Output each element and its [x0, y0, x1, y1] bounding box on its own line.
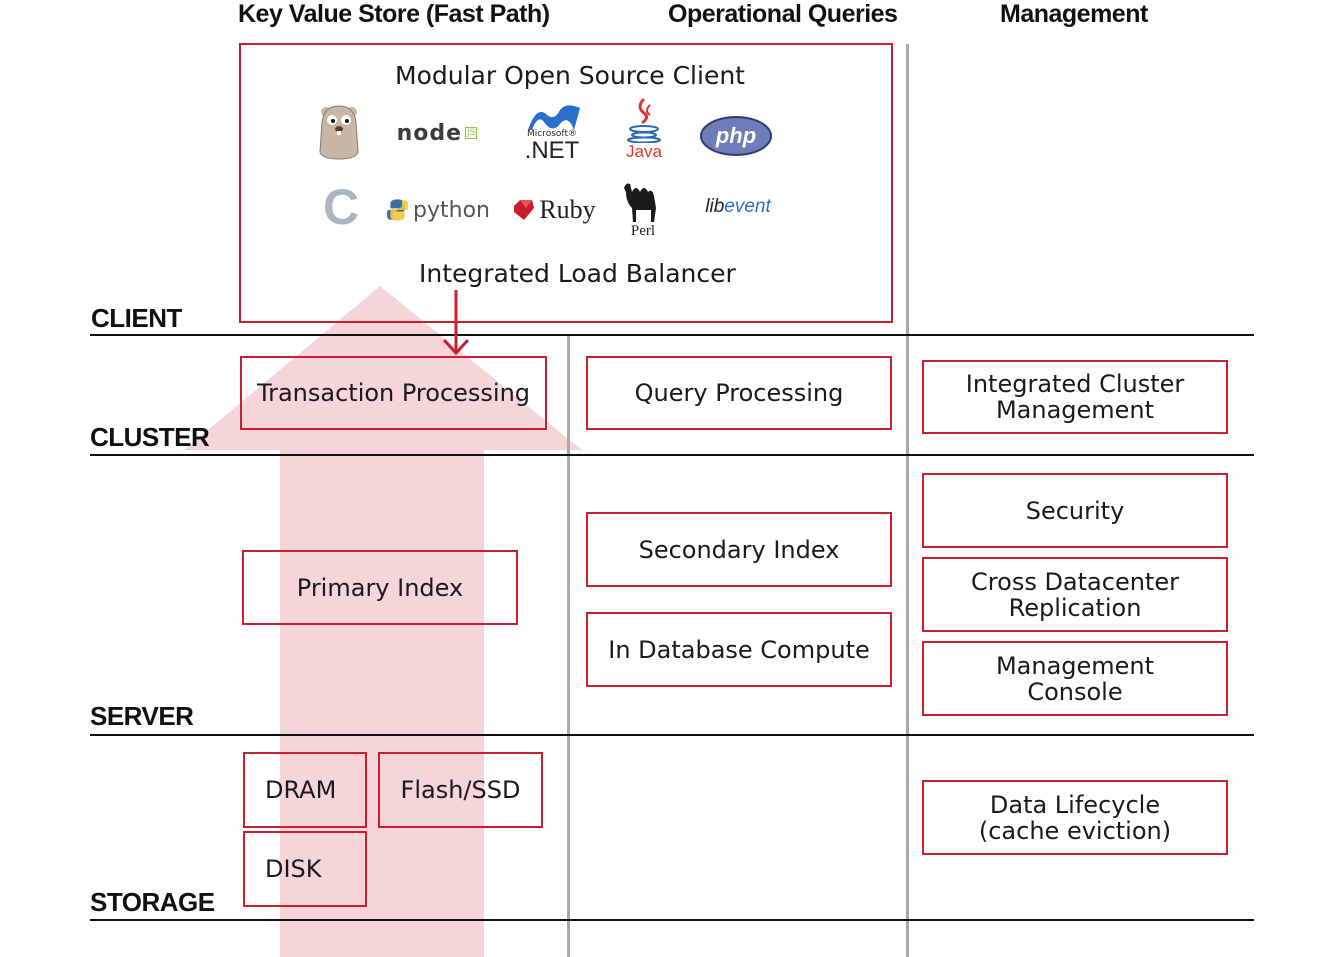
cross-datacenter-replication-box: Cross Datacenter Replication [922, 557, 1228, 632]
java-text: Java [626, 142, 662, 161]
tier-line-storage [90, 919, 1254, 921]
dotnet-text: .NET [524, 137, 580, 164]
client-title: Modular Open Source Client [395, 61, 745, 90]
integrated-cluster-management-box: Integrated Cluster Management [922, 360, 1228, 434]
in-database-compute-label: In Database Compute [608, 635, 870, 664]
ruby-text: Ruby [539, 195, 596, 224]
flash-ssd-box: Flash/SSD [378, 752, 543, 828]
nodejs-badge: JS [465, 127, 478, 139]
perl-text: Perl [630, 223, 656, 239]
nodejs-logo-text: node [396, 120, 463, 146]
flash-ssd-label: Flash/SSD [400, 776, 521, 804]
libevent-logo: lib event [696, 194, 780, 220]
integrated-cluster-management-label: Integrated Cluster Management [965, 370, 1185, 424]
query-processing-box: Query Processing [586, 356, 892, 430]
php-text: php [715, 123, 757, 148]
transaction-processing-box: Transaction Processing [240, 356, 547, 430]
dram-box: DRAM [243, 752, 367, 828]
primary-index-box: Primary Index [242, 550, 518, 625]
perl-camel-icon [624, 183, 656, 222]
query-processing-label: Query Processing [634, 379, 844, 407]
data-lifecycle-box: Data Lifecycle (cache eviction) [922, 780, 1228, 855]
secondary-index-label: Secondary Index [638, 535, 840, 564]
dotnet-microsoft-text: Microsoft® [527, 129, 577, 139]
security-box: Security [922, 473, 1228, 548]
dotnet-wave-icon [528, 105, 580, 130]
python-logo: python [386, 194, 490, 226]
management-console-label: Management Console [995, 651, 1155, 706]
transaction-processing-label: Transaction Processing [256, 379, 531, 407]
python-text: python [413, 197, 490, 223]
in-database-compute-box: In Database Compute [586, 612, 892, 687]
dotnet-logo: Microsoft® .NET [520, 104, 584, 166]
java-logo: Java [622, 97, 666, 165]
primary-index-label: Primary Index [296, 573, 464, 602]
tier-line-client [90, 334, 1254, 336]
go-gopher-icon [316, 102, 362, 160]
load-balancer-label: Integrated Load Balancer [419, 259, 736, 288]
java-cup-icon [627, 97, 661, 143]
nodejs-logo: node JS [392, 118, 482, 148]
column-header-mgmt: Management [1000, 0, 1148, 28]
tier-label-client: CLIENT [91, 303, 182, 333]
client-box [239, 43, 893, 323]
libevent-suffix: event [724, 196, 771, 217]
tier-label-storage: STORAGE [90, 887, 215, 917]
tier-line-server [90, 734, 1254, 736]
column-divider-ops [567, 336, 570, 957]
python-snake-icon [386, 199, 409, 221]
disk-label: DISK [265, 855, 322, 883]
tier-label-server: SERVER [90, 701, 194, 731]
fast-path-arrow-shape [184, 286, 582, 957]
column-header-kv: Key Value Store (Fast Path) [238, 0, 550, 28]
perl-logo: Perl [620, 178, 666, 240]
libevent-prefix: lib [705, 196, 725, 217]
php-logo: php [700, 116, 772, 156]
tier-line-cluster [90, 454, 1254, 456]
ruby-gem-icon [514, 200, 535, 220]
column-header-ops: Operational Queries [668, 0, 898, 28]
c-language-logo: C [318, 179, 364, 235]
disk-box: DISK [243, 831, 367, 907]
c-language-text: C [322, 179, 360, 235]
cross-datacenter-replication-label: Cross Datacenter Replication [971, 567, 1179, 622]
tier-label-cluster: CLUSTER [90, 422, 210, 452]
data-lifecycle-label: Data Lifecycle (cache eviction) [978, 790, 1172, 845]
ruby-logo: Ruby [508, 192, 600, 228]
load-balancer-connector-arrow [442, 290, 470, 356]
secondary-index-box: Secondary Index [586, 512, 892, 587]
management-console-box: Management Console [922, 641, 1228, 716]
column-divider-mgmt [906, 44, 909, 957]
dram-label: DRAM [265, 776, 337, 804]
security-label: Security [1025, 496, 1125, 525]
